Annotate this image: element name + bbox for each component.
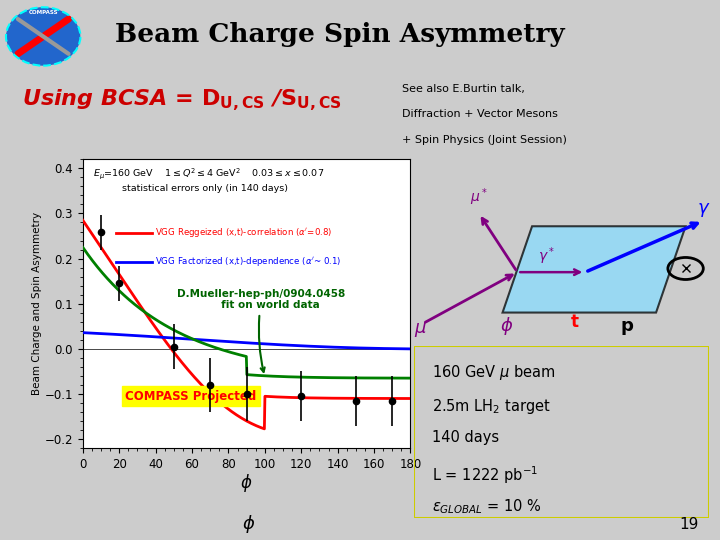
Text: L = 1222 pb$^{-1}$: L = 1222 pb$^{-1}$ <box>432 464 538 485</box>
Text: statistical errors only (in 140 days): statistical errors only (in 140 days) <box>122 184 288 193</box>
Y-axis label: Beam Charge and Spin Asymmetry: Beam Charge and Spin Asymmetry <box>32 212 42 395</box>
Text: $E_\mu$=160 GeV    $1 \leq Q^2 \leq 4$ GeV$^2$    $0.03 \leq x \leq 0.07$: $E_\mu$=160 GeV $1 \leq Q^2 \leq 4$ GeV$… <box>93 166 324 181</box>
Text: $\mu^*$: $\mu^*$ <box>470 187 488 208</box>
Circle shape <box>6 8 80 65</box>
Text: 140 days: 140 days <box>432 430 499 445</box>
Text: COMPASS: COMPASS <box>28 10 58 15</box>
Text: VGG Factorized (x,t)-dependence ($\alpha'$~ 0.1): VGG Factorized (x,t)-dependence ($\alpha… <box>155 255 341 268</box>
Text: COMPASS Projected: COMPASS Projected <box>125 390 256 403</box>
Text: $\gamma$: $\gamma$ <box>698 201 711 219</box>
Text: Beam Charge Spin Asymmetry: Beam Charge Spin Asymmetry <box>115 23 564 48</box>
Polygon shape <box>503 226 685 313</box>
Text: 160 GeV $\mu$ beam: 160 GeV $\mu$ beam <box>432 363 555 382</box>
Text: 2.5m LH$_2$ target: 2.5m LH$_2$ target <box>432 396 550 416</box>
Text: $\phi$: $\phi$ <box>500 315 513 337</box>
X-axis label: $\phi$: $\phi$ <box>240 472 253 494</box>
Text: p: p <box>621 317 634 335</box>
Text: $\varepsilon_{GLOBAL}$ = 10 %: $\varepsilon_{GLOBAL}$ = 10 % <box>432 498 541 516</box>
Text: D.Mueller-hep-ph/0904.0458
     fit on world data: D.Mueller-hep-ph/0904.0458 fit on world … <box>177 289 346 372</box>
Text: $\mu$: $\mu$ <box>414 321 427 339</box>
Text: $\phi$: $\phi$ <box>242 513 255 535</box>
Text: 19: 19 <box>679 517 698 532</box>
Text: Using BCSA = $\mathbf{D_{U,CS}}$ /$\mathbf{S_{U,CS}}$: Using BCSA = $\mathbf{D_{U,CS}}$ /$\math… <box>22 87 341 113</box>
Text: t: t <box>570 313 578 331</box>
Text: $\gamma^*$: $\gamma^*$ <box>538 246 555 267</box>
Text: + Spin Physics (Joint Session): + Spin Physics (Joint Session) <box>402 134 567 145</box>
Text: See also E.Burtin talk,: See also E.Burtin talk, <box>402 84 524 93</box>
Text: VGG Reggeized (x,t)-correlation ($\alpha'$=0.8): VGG Reggeized (x,t)-correlation ($\alpha… <box>155 226 332 239</box>
Text: Diffraction + Vector Mesons: Diffraction + Vector Mesons <box>402 109 557 119</box>
